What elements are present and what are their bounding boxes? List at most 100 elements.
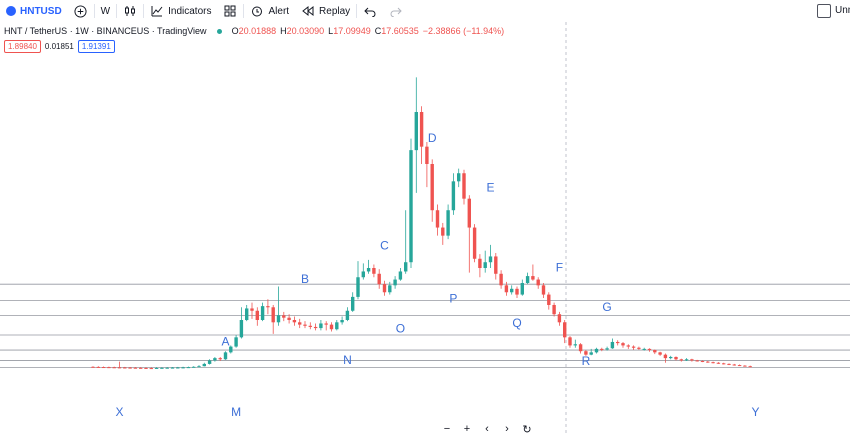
annotation-label-q: Q: [512, 316, 521, 330]
toolbar-divider: [143, 4, 145, 18]
candle-body: [382, 284, 387, 293]
interval-button[interactable]: W: [95, 0, 116, 22]
redo-button[interactable]: [383, 0, 409, 22]
candle-body: [340, 320, 344, 323]
legend-title[interactable]: HNT / TetherUS · 1W · BINANCEUS · Tradin…: [4, 26, 207, 36]
alert-button[interactable]: Alert: [244, 0, 295, 22]
candle-body: [308, 325, 312, 327]
sell-price[interactable]: 1.89840: [4, 40, 41, 53]
grid-icon: [223, 4, 237, 18]
reset-chart-button[interactable]: ↻: [522, 423, 532, 436]
candle-body: [425, 146, 429, 164]
candle-body: [600, 348, 604, 350]
candle-body: [213, 358, 217, 361]
candle-body: [149, 368, 153, 370]
candle-body: [160, 367, 164, 369]
candle-body: [128, 367, 132, 369]
indicators-icon: [150, 4, 164, 18]
candle-body: [711, 362, 715, 364]
candle-body: [541, 285, 546, 295]
candle-body: [414, 112, 418, 151]
toolbar-checkbox[interactable]: [817, 4, 831, 18]
candle-body: [684, 359, 689, 361]
candle-body: [107, 367, 111, 369]
candle-body: [621, 343, 625, 346]
scroll-left-button[interactable]: ‹: [485, 423, 489, 435]
annotation-label-x: X: [115, 405, 123, 419]
candle-body: [271, 307, 275, 323]
indicators-label: Indicators: [168, 5, 212, 17]
candle-body: [472, 227, 477, 259]
replay-button[interactable]: Replay: [295, 0, 356, 22]
candle-body: [700, 361, 705, 363]
candle-body: [467, 198, 471, 228]
candle-body: [589, 352, 593, 355]
market-open-icon: [216, 28, 222, 34]
candle-body: [234, 337, 238, 347]
annotation-label-m: M: [231, 405, 241, 419]
candle-body: [573, 344, 577, 346]
templates-button[interactable]: [217, 0, 243, 22]
candle-body: [563, 322, 567, 338]
buy-price[interactable]: 1.91391: [77, 40, 115, 53]
candle-body: [393, 279, 397, 286]
candle-body: [165, 367, 169, 369]
candle-body: [313, 326, 318, 329]
candle-body: [101, 367, 106, 369]
candle-body: [515, 288, 519, 295]
candle-body: [568, 337, 572, 346]
chart-navigation: − + ‹ › ↻: [440, 422, 534, 436]
candle-body: [303, 324, 307, 326]
annotation-label-n: N: [343, 353, 352, 367]
candle-body: [430, 164, 434, 211]
annotation-label-p: P: [449, 292, 457, 306]
undo-icon: [363, 4, 377, 18]
annotation-label-d: D: [428, 131, 437, 145]
legend-high: H20.03090: [280, 26, 325, 36]
candle-body: [96, 366, 100, 368]
zoom-out-button[interactable]: −: [443, 423, 451, 435]
candle-body: [377, 273, 381, 285]
chart-type-button[interactable]: [117, 0, 143, 22]
candle-body: [616, 341, 620, 344]
unnamed-layout-label[interactable]: Unn: [835, 5, 850, 16]
symbol-name: HNTUSD: [20, 5, 62, 17]
symbol-search[interactable]: HNTUSD: [0, 0, 68, 22]
candle-body: [239, 320, 244, 338]
candle-body: [361, 271, 365, 278]
candle-body: [176, 367, 180, 369]
candle-body: [478, 258, 482, 268]
series-legend: HNT / TetherUS · 1W · BINANCEUS · Tradin…: [4, 26, 504, 36]
scroll-right-button[interactable]: ›: [505, 423, 509, 435]
toolbar-divider: [116, 4, 118, 18]
compare-button[interactable]: [68, 0, 94, 22]
candle-body: [245, 308, 249, 320]
candle-body: [520, 283, 524, 295]
candle-body: [266, 306, 270, 308]
candle-body: [329, 324, 334, 330]
candle-body: [510, 288, 514, 293]
toolbar-divider: [356, 4, 358, 18]
annotation-label-y: Y: [751, 405, 759, 419]
undo-button[interactable]: [357, 0, 383, 22]
candle-body: [202, 363, 206, 367]
candle-body: [642, 348, 646, 350]
zoom-in-button[interactable]: +: [463, 423, 471, 435]
candle-body: [319, 323, 323, 329]
candles-icon: [123, 4, 137, 18]
annotation-label-c: C: [380, 239, 389, 253]
candle-body: [451, 181, 456, 211]
candle-body: [441, 227, 445, 236]
legend-change: −2.38866 (−11.94%): [422, 26, 505, 36]
annotation-label-f: F: [556, 260, 563, 274]
candle-body: [679, 359, 683, 361]
candle-body: [536, 279, 540, 286]
candle-body: [653, 350, 657, 353]
candle-body: [409, 150, 413, 263]
annotation-label-e: E: [486, 181, 494, 195]
candle-body: [144, 367, 148, 369]
indicators-button[interactable]: Indicators: [144, 0, 217, 22]
candle-body: [282, 315, 286, 318]
legend-close: C17.60535: [374, 26, 419, 36]
